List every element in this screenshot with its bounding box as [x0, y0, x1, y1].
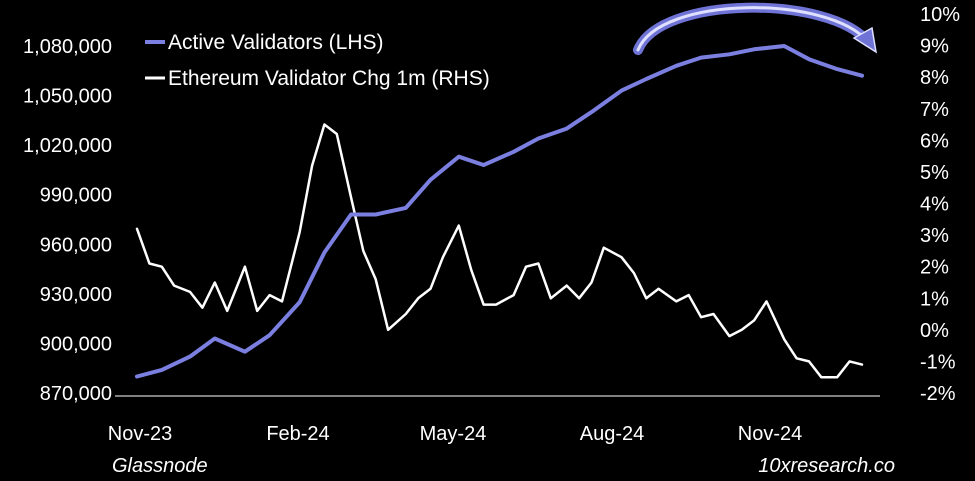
right-tick-label: 6%: [920, 130, 949, 152]
right-tick-label: 2%: [920, 257, 949, 279]
x-axis-ticks: Nov-23 Feb-24 May-24 Aug-24 Nov-24: [108, 423, 802, 445]
right-tick-label: 3%: [920, 225, 949, 247]
right-tick-label: 4%: [920, 194, 949, 216]
legend-label-validator-chg: Ethereum Validator Chg 1m (RHS): [168, 67, 490, 90]
right-tick-label: 9%: [920, 36, 949, 58]
left-tick-label: 960,000: [40, 234, 112, 256]
x-tick-label: Nov-23: [108, 423, 172, 445]
right-tick-label: 5%: [920, 162, 949, 184]
left-tick-label: 930,000: [40, 284, 112, 306]
left-tick-label: 1,050,000: [23, 86, 112, 108]
left-axis-ticks: 870,000 900,000 930,000 960,000 990,000 1,020…: [23, 36, 112, 405]
right-axis-ticks: -2% -1% 0% 1% 2% 3% 4% 5% 6% 7% 8% 9% 10%: [920, 4, 960, 405]
left-tick-label: 1,080,000: [23, 36, 112, 58]
legend-label-active-validators: Active Validators (LHS): [168, 31, 384, 54]
right-tick-label: 1%: [920, 288, 949, 310]
right-tick-label: -1%: [920, 351, 956, 373]
right-tick-label: 10%: [920, 4, 960, 26]
right-tick-label: 7%: [920, 99, 949, 121]
left-tick-label: 870,000: [40, 383, 112, 405]
x-tick-label: Nov-24: [738, 423, 802, 445]
series-layer: [135, 44, 864, 379]
x-tick-label: Aug-24: [580, 423, 645, 445]
left-tick-label: 990,000: [40, 185, 112, 207]
left-tick-label: 1,020,000: [23, 135, 112, 157]
x-tick-label: May-24: [420, 423, 487, 445]
legend: Active Validators (LHS) Ethereum Validat…: [145, 31, 490, 90]
right-tick-label: 0%: [920, 320, 949, 342]
validator-chg-line: [135, 123, 864, 379]
source-label-left: Glassnode: [112, 455, 208, 477]
active-validators-line: [135, 44, 864, 379]
trend-arrow-icon: [633, 2, 878, 55]
right-tick-label: 8%: [920, 67, 949, 89]
x-tick-label: Feb-24: [266, 423, 329, 445]
right-tick-label: -2%: [920, 383, 956, 405]
left-tick-label: 900,000: [40, 333, 112, 355]
source-label-right: 10xresearch.co: [758, 455, 895, 477]
